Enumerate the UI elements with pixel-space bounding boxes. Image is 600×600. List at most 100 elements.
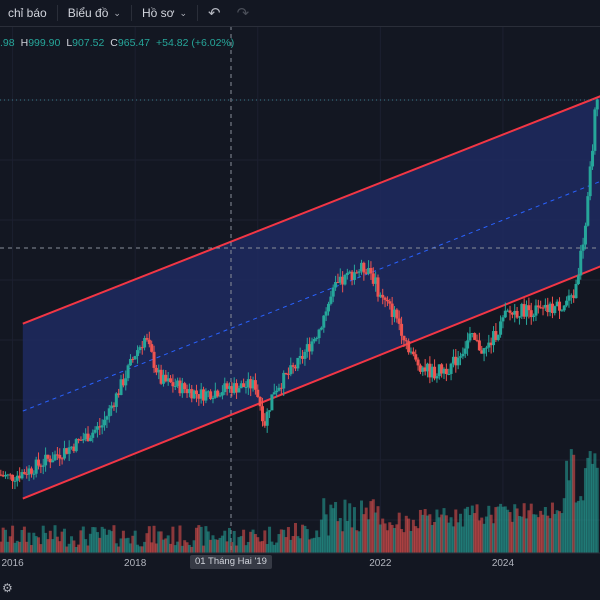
volume-bar	[345, 520, 349, 553]
candle-body	[279, 387, 283, 389]
toolbar-divider	[197, 5, 199, 21]
volume-bar	[348, 503, 352, 553]
candle-body	[350, 271, 354, 280]
indicators-button[interactable]: chỉ báo	[0, 0, 55, 26]
volume-bar	[499, 503, 503, 553]
volume-bar	[100, 526, 104, 553]
candle-body	[513, 310, 517, 315]
redo-icon: ↷	[236, 5, 250, 22]
volume-bar	[527, 510, 531, 553]
volume-bar	[246, 541, 250, 553]
chart-menu-button[interactable]: Biểu đồ ⌄	[60, 0, 129, 26]
volume-bar	[128, 543, 132, 553]
candle-body	[211, 397, 215, 400]
volume-bar	[305, 529, 309, 553]
candle-body	[310, 341, 314, 352]
volume-bar	[202, 545, 206, 553]
volume-bar	[395, 524, 399, 553]
candle-body	[117, 393, 121, 395]
candle-body	[128, 358, 132, 366]
candle-body	[58, 454, 62, 459]
candle-body	[454, 356, 458, 366]
volume-bar	[159, 531, 163, 553]
volume-bar	[595, 467, 599, 553]
candle-body	[421, 367, 425, 372]
candle-body	[53, 454, 57, 461]
candle-body	[39, 465, 43, 467]
candle-body	[91, 432, 95, 438]
volume-bars	[0, 449, 599, 553]
candle-body	[343, 275, 347, 285]
candle-body	[8, 474, 12, 476]
candle-body	[29, 468, 33, 474]
candle-body	[475, 339, 479, 341]
volume-bar	[515, 508, 519, 553]
volume-bar	[522, 503, 526, 553]
candle-body	[159, 369, 163, 384]
volume-bar	[178, 525, 182, 553]
candle-body	[110, 405, 114, 409]
candle-body	[77, 439, 81, 441]
volume-bar	[20, 529, 24, 553]
volume-bar	[315, 530, 319, 553]
channel-upper-line[interactable]	[22, 94, 600, 325]
candle-body	[235, 383, 239, 393]
volume-bar	[1, 527, 5, 553]
candle-body	[411, 351, 415, 355]
volume-bar	[426, 515, 430, 553]
volume-bar	[477, 520, 481, 553]
candle-body	[34, 459, 38, 474]
candle-body	[138, 347, 142, 351]
candle-body	[289, 365, 293, 375]
undo-button[interactable]: ↶	[200, 0, 229, 26]
candle-body	[298, 356, 302, 358]
candle-body	[338, 276, 342, 283]
volume-bar	[532, 514, 536, 553]
channel-mid-line[interactable]	[22, 179, 600, 412]
candle-body	[194, 390, 198, 395]
volume-bar	[378, 524, 382, 553]
candle-body	[558, 301, 562, 311]
candle-body	[378, 294, 382, 297]
candle-body	[334, 281, 338, 288]
parallel-channel[interactable]	[22, 94, 600, 499]
candle-body	[536, 305, 540, 308]
settings-icon[interactable]: ⚙	[2, 581, 13, 595]
top-toolbar: chỉ báo Biểu đồ ⌄ Hồ sơ ⌄ ↶ ↷	[0, 0, 600, 27]
candle-body	[461, 353, 465, 357]
volume-bar	[272, 544, 276, 553]
candle-body	[326, 303, 330, 312]
volume-bar	[423, 509, 427, 553]
candle-body	[166, 378, 170, 382]
volume-bar	[235, 545, 239, 553]
profile-menu-button[interactable]: Hồ sơ ⌄	[134, 0, 195, 26]
candle-body	[586, 196, 590, 226]
volume-bar	[291, 536, 295, 553]
volume-bar	[418, 509, 422, 553]
redo-button[interactable]: ↷	[229, 0, 258, 26]
volume-bar	[336, 521, 340, 553]
volume-bar	[565, 460, 569, 553]
candle-body	[152, 351, 156, 368]
candle-body	[60, 458, 64, 460]
volume-bar	[216, 539, 220, 553]
volume-bar	[211, 535, 215, 553]
channel-lower-line[interactable]	[22, 265, 600, 500]
volume-bar	[442, 508, 446, 553]
volume-bar	[218, 537, 222, 553]
volume-bar	[506, 509, 510, 553]
candle-body	[331, 287, 335, 297]
volume-bar	[444, 515, 448, 553]
volume-bar	[199, 526, 203, 553]
candle-body	[145, 338, 149, 340]
volume-bar	[383, 523, 387, 553]
volume-bar	[84, 539, 88, 553]
volume-bar	[581, 500, 585, 553]
volume-bar	[237, 537, 241, 553]
candle-body	[136, 350, 140, 357]
volume-bar	[88, 533, 92, 553]
candle-body	[574, 283, 578, 299]
volume-bar	[112, 525, 116, 553]
high-value: 999.90	[28, 37, 61, 49]
